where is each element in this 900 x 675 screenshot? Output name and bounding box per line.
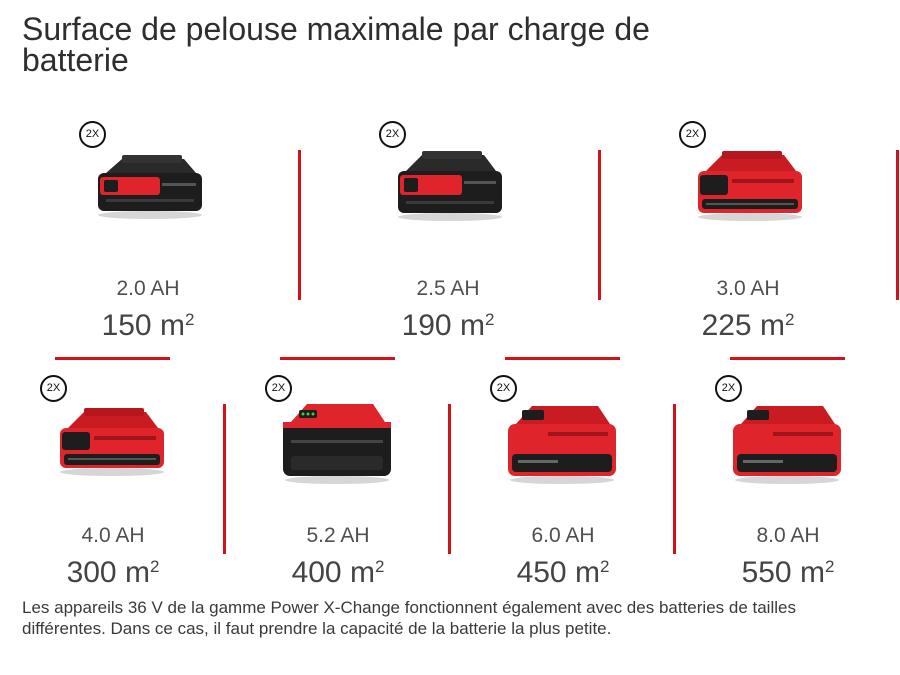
- 2x-badge-icon: 2X: [40, 375, 67, 402]
- area-unit: m: [799, 556, 825, 589]
- divider-vertical: [223, 404, 226, 554]
- capacity-label: 5.2 AH: [306, 524, 370, 547]
- area-unit: m: [349, 556, 375, 589]
- area-label: 150 m2: [48, 304, 248, 342]
- capacity-label: 2.0 AH: [116, 277, 180, 300]
- divider-vertical: [298, 150, 301, 300]
- area-exponent: 2: [599, 557, 610, 576]
- 2x-badge-icon: 2X: [715, 375, 742, 402]
- area-value: 450: [516, 556, 567, 589]
- area-label: 450 m2: [463, 551, 663, 589]
- battery-pack-icon: [60, 408, 164, 476]
- 2x-badge-icon: 2X: [379, 121, 406, 148]
- capacity-label: 4.0 AH: [81, 524, 145, 547]
- capacity-label: 6.0 AH: [531, 524, 595, 547]
- 2x-badge-icon: 2X: [490, 375, 517, 402]
- area-exponent: 2: [484, 310, 495, 329]
- divider-horizontal: [505, 357, 620, 360]
- 2x-badge-icon: 2X: [79, 121, 106, 148]
- divider-vertical: [896, 150, 899, 300]
- battery-card-4-0ah: 2X 4.0 AH 300 m2: [0, 370, 225, 600]
- page-title: Surface de pelouse maximale par charge d…: [22, 11, 650, 78]
- area-exponent: 2: [184, 310, 195, 329]
- area-unit: m: [159, 309, 185, 342]
- area-label: 190 m2: [348, 304, 548, 342]
- area-exponent: 2: [824, 557, 835, 576]
- battery-card-8-0ah: 2X 8.0 AH 550 m2: [675, 370, 900, 600]
- area-unit: m: [759, 309, 785, 342]
- area-value: 225: [701, 309, 752, 342]
- capacity-label: 2.5 AH: [416, 277, 480, 300]
- area-exponent: 2: [149, 557, 160, 576]
- battery-card-2-0ah: 2X 2.0 AH 150 m2: [0, 115, 225, 345]
- area-value: 300: [66, 556, 117, 589]
- footnote-text: Les appareils 36 V de la gamme Power X-C…: [22, 598, 796, 638]
- area-label: 400 m2: [238, 551, 438, 589]
- divider-vertical: [673, 404, 676, 554]
- battery-pack-icon: [508, 406, 616, 484]
- area-value: 550: [741, 556, 792, 589]
- battery-pack-icon: [698, 151, 802, 221]
- area-value: 400: [291, 556, 342, 589]
- area-unit: m: [124, 556, 150, 589]
- capacity-label: 3.0 AH: [716, 277, 780, 300]
- area-label: 225 m2: [648, 304, 848, 342]
- area-exponent: 2: [784, 310, 795, 329]
- area-label: 550 m2: [688, 551, 888, 589]
- battery-pack-icon: [283, 404, 391, 484]
- divider-horizontal: [280, 357, 395, 360]
- battery-card-2-5ah: 2X 2.5 AH 190 m2: [300, 115, 525, 345]
- area-exponent: 2: [374, 557, 385, 576]
- 2x-badge-icon: 2X: [265, 375, 292, 402]
- area-label: 300 m2: [13, 551, 213, 589]
- battery-pack-icon: [98, 155, 202, 219]
- 2x-badge-icon: 2X: [679, 121, 706, 148]
- capacity-label: 8.0 AH: [756, 524, 820, 547]
- area-unit: m: [574, 556, 600, 589]
- battery-pack-icon: [398, 151, 502, 221]
- area-value: 150: [101, 309, 152, 342]
- divider-horizontal: [55, 357, 170, 360]
- divider-vertical: [598, 150, 601, 300]
- area-value: 190: [401, 309, 452, 342]
- divider-horizontal: [730, 357, 845, 360]
- battery-card-6-0ah: 2X 6.0 AH 450 m2: [450, 370, 675, 600]
- battery-card-3-0ah: 2X 3.0 AH 225 m2: [600, 115, 825, 345]
- divider-vertical: [448, 404, 451, 554]
- battery-card-5-2ah: 2X 5.2 AH 400 m2: [225, 370, 450, 600]
- area-unit: m: [459, 309, 485, 342]
- battery-pack-icon: [733, 406, 841, 484]
